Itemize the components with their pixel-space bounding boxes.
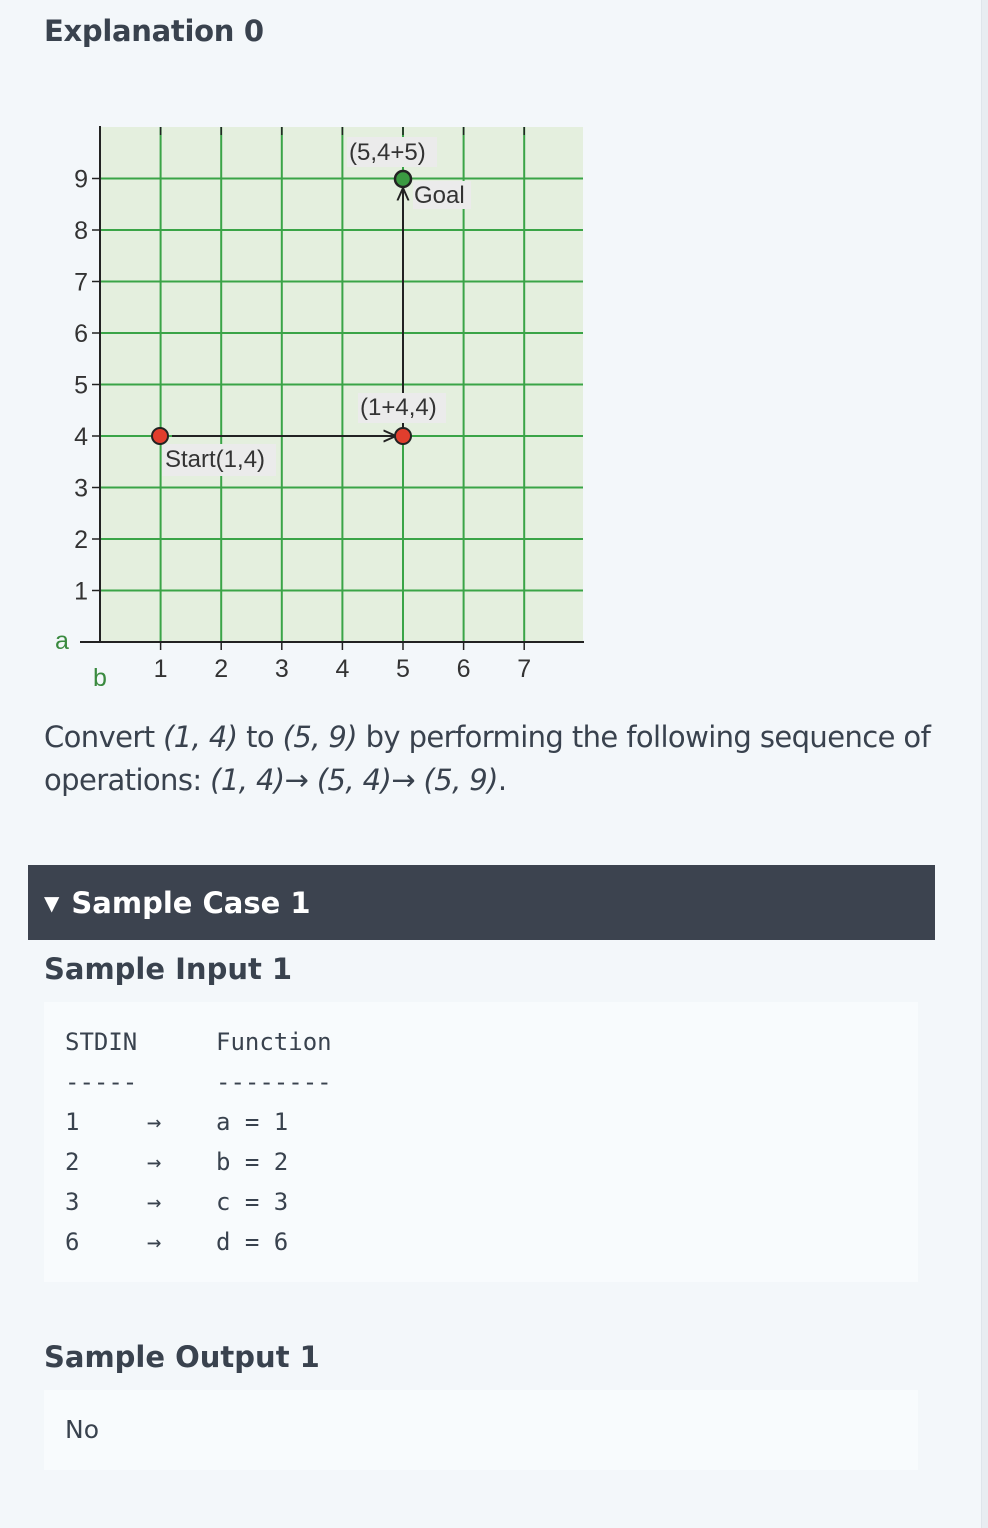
- explanation-math: (5, 9): [282, 720, 358, 754]
- mid-point-label: (1+4,4): [360, 394, 437, 421]
- sample-input-heading: Sample Input 1: [44, 952, 293, 986]
- explanation-text: Convert (1, 4) to (5, 9) by performing t…: [44, 716, 944, 802]
- sample-output-value: No: [65, 1415, 99, 1444]
- x-tick-label: 2: [214, 655, 228, 683]
- y-tick-label: 2: [74, 526, 88, 554]
- sample-case-toggle[interactable]: ▼ Sample Case 1: [28, 865, 935, 940]
- y-tick-label: 7: [74, 269, 88, 297]
- stdin-value: 1: [65, 1108, 80, 1136]
- explanation-text-part: .: [497, 763, 507, 797]
- y-tick-label: 1: [74, 578, 88, 606]
- y-tick-label: 6: [74, 320, 88, 348]
- tick-labels: 1 2 3 4 5 6 7 1 2 3 4 5 6 7 8 9: [74, 166, 531, 684]
- stdin-rule: -----: [65, 1068, 138, 1096]
- arrow-icon: →: [147, 1188, 162, 1216]
- start-point: [151, 427, 169, 445]
- explanation-math: (1, 4): [163, 720, 238, 754]
- y-tick-label: 8: [74, 217, 88, 245]
- axis-ticks: [92, 127, 525, 650]
- function-header: Function: [216, 1028, 332, 1056]
- sample-input-box: STDIN Function ----- -------- 1 → a = 1 …: [44, 1002, 918, 1282]
- top-point-label: (5,4+5): [349, 139, 426, 166]
- stdin-value: 2: [65, 1148, 80, 1176]
- x-tick-label: 4: [335, 655, 349, 683]
- x-tick-label: 5: [396, 655, 410, 683]
- explanation-text-part: by performing the following sequence of …: [44, 720, 931, 797]
- y-tick-label: 5: [74, 372, 88, 400]
- function-value: a = 1: [216, 1108, 289, 1136]
- function-value: b = 2: [216, 1148, 289, 1176]
- function-value: c = 3: [216, 1188, 289, 1216]
- stdin-header: STDIN: [65, 1028, 138, 1056]
- x-tick-label: 6: [457, 655, 471, 683]
- triangle-down-icon: ▼: [44, 890, 60, 915]
- explanation-math: (1, 4)→ (5, 4)→ (5, 9): [210, 763, 498, 797]
- stdin-value: 3: [65, 1188, 80, 1216]
- arrow-icon: →: [147, 1148, 162, 1176]
- x-tick-label: 7: [517, 655, 531, 683]
- arrow-icon: →: [147, 1228, 162, 1256]
- y-tick-label: 3: [74, 475, 88, 503]
- function-rule: --------: [216, 1068, 332, 1096]
- start-label: Start(1,4): [165, 446, 265, 473]
- sample-case-label: Sample Case 1: [71, 885, 311, 920]
- arrow-icon: →: [147, 1108, 162, 1136]
- function-value: d = 6: [216, 1228, 289, 1256]
- scrollbar-track[interactable]: [981, 0, 988, 1528]
- y-tick-label: 4: [74, 423, 88, 451]
- y-axis-variable: a: [55, 627, 69, 655]
- goal-label: Goal: [414, 182, 465, 209]
- sample-output-box: No: [44, 1390, 918, 1470]
- x-tick-label: 1: [154, 655, 168, 683]
- stdin-value: 6: [65, 1228, 80, 1256]
- x-tick-label: 3: [275, 655, 289, 683]
- explanation-text-part: Convert: [44, 720, 164, 754]
- sample-output-heading: Sample Output 1: [44, 1340, 320, 1374]
- y-tick-label: 9: [74, 166, 88, 194]
- x-axis-variable: b: [93, 664, 107, 692]
- goal-point: [393, 169, 413, 189]
- explanation-text-part: to: [237, 720, 283, 754]
- explanation-heading: Explanation 0: [44, 14, 264, 48]
- mid-point: [394, 427, 412, 445]
